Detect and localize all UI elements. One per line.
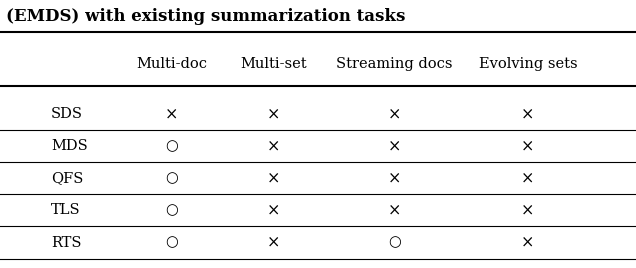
Text: SDS: SDS xyxy=(51,107,83,121)
Text: ×: × xyxy=(266,170,280,187)
Text: ○: ○ xyxy=(165,203,178,217)
Text: MDS: MDS xyxy=(51,139,88,153)
Text: ×: × xyxy=(165,105,179,122)
Text: Streaming docs: Streaming docs xyxy=(336,57,453,71)
Text: ×: × xyxy=(387,137,401,155)
Text: ×: × xyxy=(266,234,280,251)
Text: ×: × xyxy=(387,105,401,122)
Text: ×: × xyxy=(521,105,535,122)
Text: RTS: RTS xyxy=(51,236,81,250)
Text: ×: × xyxy=(521,202,535,219)
Text: QFS: QFS xyxy=(51,171,83,185)
Text: ×: × xyxy=(521,234,535,251)
Text: Multi-doc: Multi-doc xyxy=(136,57,207,71)
Text: Evolving sets: Evolving sets xyxy=(478,57,577,71)
Text: (EMDS) with existing summarization tasks: (EMDS) with existing summarization tasks xyxy=(6,8,406,25)
Text: ×: × xyxy=(387,202,401,219)
Text: ×: × xyxy=(521,137,535,155)
Text: ×: × xyxy=(387,170,401,187)
Text: ×: × xyxy=(521,170,535,187)
Text: Multi-set: Multi-set xyxy=(240,57,307,71)
Text: TLS: TLS xyxy=(51,203,81,217)
Text: ○: ○ xyxy=(388,236,401,250)
Text: ×: × xyxy=(266,137,280,155)
Text: ○: ○ xyxy=(165,139,178,153)
Text: ×: × xyxy=(266,105,280,122)
Text: ×: × xyxy=(266,202,280,219)
Text: ○: ○ xyxy=(165,171,178,185)
Text: ○: ○ xyxy=(165,236,178,250)
